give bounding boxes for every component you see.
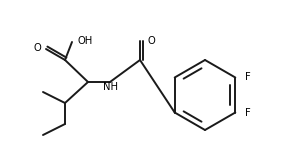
Text: NH: NH	[104, 82, 118, 92]
Text: OH: OH	[77, 36, 92, 46]
Text: O: O	[33, 43, 41, 53]
Text: F: F	[245, 107, 251, 117]
Text: O: O	[147, 36, 155, 46]
Text: F: F	[245, 73, 251, 83]
